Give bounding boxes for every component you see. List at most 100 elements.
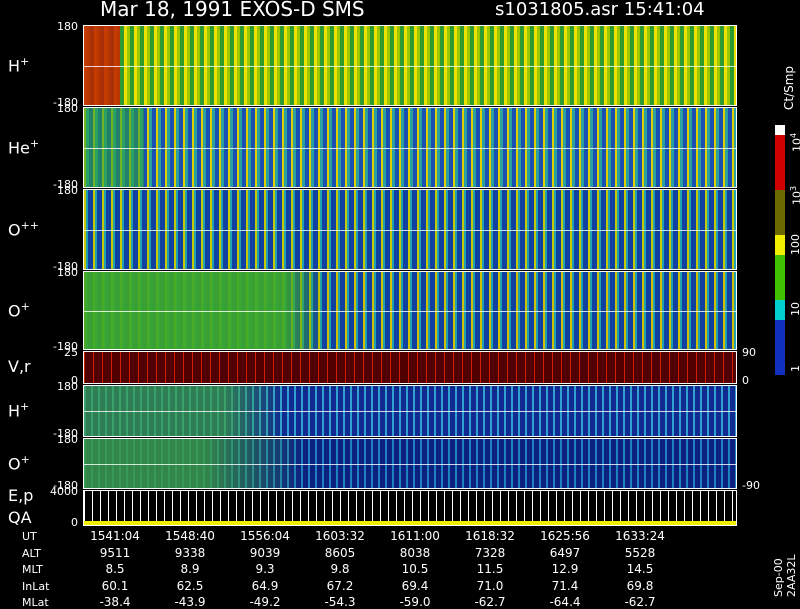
cell: 8038	[399, 545, 431, 560]
ion: He	[8, 137, 30, 157]
cell: 5528	[624, 545, 656, 560]
cell: -62.7	[624, 595, 656, 609]
row-name: InLat	[22, 579, 50, 593]
cell: 69.8	[626, 578, 654, 593]
row-name: UT	[22, 530, 37, 543]
colorbar-label: 100	[789, 234, 800, 255]
cell: 1548:40	[165, 529, 215, 543]
panel-label: O+	[8, 453, 30, 473]
panel-label: E,p	[8, 486, 33, 505]
y2-tick-label: 90	[742, 346, 756, 359]
y-tick-label: -180	[53, 260, 78, 273]
midline	[84, 310, 736, 312]
cell: 11.5	[476, 562, 504, 576]
spectrogram-panel	[83, 189, 737, 270]
ion-charge: +	[20, 452, 30, 466]
panel-label: O++	[8, 219, 39, 239]
spectrogram-panel	[83, 490, 737, 526]
panel-label: H+	[8, 400, 29, 420]
y-tick-label: 180	[57, 20, 78, 33]
cell: 1541:04	[90, 529, 140, 543]
cell: 14.5	[626, 562, 654, 576]
panel-label: He+	[8, 137, 39, 157]
y-tick-label: 0	[71, 374, 78, 387]
ion-charge: +	[20, 54, 30, 68]
cell: 69.4	[401, 578, 429, 593]
colorbar-label: 103	[789, 186, 800, 205]
panel-label: V,r	[8, 357, 31, 376]
cell: 71.4	[551, 578, 579, 593]
panel-label: H+	[8, 55, 29, 75]
ion: H	[8, 401, 21, 421]
y-tick-label: -180	[53, 479, 78, 492]
spectrogram-panel	[83, 25, 737, 106]
ion-charge: ++	[20, 218, 40, 232]
cell: 1603:32	[315, 529, 365, 543]
midline	[84, 411, 736, 412]
exponent: 3	[789, 185, 798, 191]
cell: 67.2	[326, 578, 354, 593]
midline	[84, 463, 736, 465]
midline	[84, 229, 736, 231]
base: 10	[790, 191, 800, 205]
cell: -64.4	[549, 595, 581, 609]
ion: O	[8, 219, 21, 239]
ion-charge: +	[29, 136, 40, 150]
y-tick-label: 180	[57, 102, 78, 115]
y-tick-label: 4000	[50, 485, 78, 498]
y-tick-label: 25	[64, 346, 78, 359]
panel-label: QA	[8, 508, 32, 527]
midline	[84, 65, 736, 67]
cell: -49.2	[249, 595, 281, 609]
y2-tick-label: -90	[742, 479, 760, 492]
ion-charge: +	[20, 299, 30, 313]
ion: O	[8, 300, 21, 320]
ion: V,r	[8, 356, 31, 376]
cell: 1618:32	[465, 529, 515, 543]
y-tick-label: 180	[57, 433, 78, 446]
row-name: MLT	[22, 563, 43, 576]
cell: -54.3	[324, 595, 356, 609]
cell: 71.0	[476, 578, 504, 593]
spectrogram-panel	[83, 107, 737, 188]
base: 100	[789, 234, 800, 255]
cell: 1611:00	[390, 529, 440, 543]
cell: 9039	[249, 545, 281, 560]
y-tick-label: -180	[53, 96, 78, 109]
cell: 1633:24	[615, 529, 665, 543]
cell: 9511	[99, 545, 131, 560]
cell: 1556:04	[240, 529, 290, 543]
exponent: 4	[789, 132, 798, 138]
y-tick-label: -180	[53, 427, 78, 440]
row-name: MLat	[22, 596, 49, 609]
y2-tick-label: 0	[742, 374, 749, 387]
file-info: s1031805.asr 15:41:04	[495, 0, 705, 20]
ion-charge: +	[20, 400, 30, 413]
cell: 10.5	[401, 562, 429, 576]
cell: 8605	[324, 545, 356, 560]
ion: O	[8, 453, 21, 473]
row-name: ALT	[22, 546, 41, 560]
spectrogram-panel	[83, 438, 737, 489]
y-tick-label: -180	[53, 178, 78, 191]
spectrogram-panel	[83, 385, 737, 437]
cell: 62.5	[176, 578, 204, 593]
cell: -43.9	[174, 595, 206, 609]
y-tick-label: 180	[57, 380, 78, 393]
spectrogram-panel	[83, 271, 737, 350]
cell: -38.4	[99, 595, 131, 609]
colorbar-unit: Ct/Smp	[782, 65, 796, 110]
cell: 12.9	[551, 562, 579, 576]
colorbar-label: 10	[789, 302, 800, 316]
cell: 60.1	[101, 578, 129, 593]
ion: H	[8, 55, 21, 75]
ion: E,p	[8, 486, 34, 505]
cell: 8.9	[180, 562, 200, 576]
cell: 6497	[549, 545, 581, 560]
base: 10	[790, 138, 800, 152]
colorbar-label: 104	[789, 133, 800, 152]
cell: -62.7	[474, 595, 506, 609]
cell: 64.9	[251, 578, 279, 593]
cell: 9.8	[330, 562, 350, 576]
